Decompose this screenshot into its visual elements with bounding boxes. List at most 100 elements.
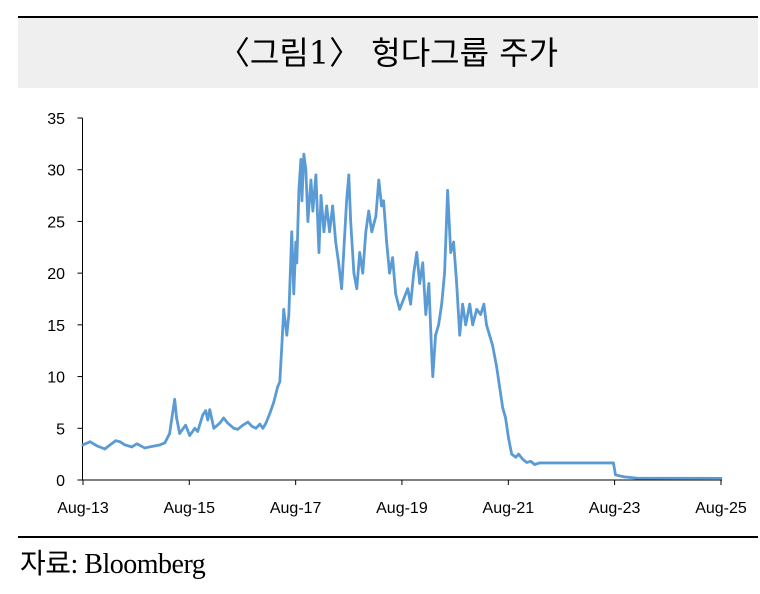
data-point	[431, 375, 435, 378]
data-point	[430, 354, 434, 358]
data-point	[193, 426, 197, 430]
data-point	[421, 261, 425, 265]
data-point	[278, 380, 282, 384]
data-point	[261, 426, 265, 430]
data-point	[297, 189, 301, 192]
data-point	[158, 443, 162, 447]
data-point	[250, 424, 254, 428]
data-point	[347, 173, 351, 177]
data-point	[510, 452, 513, 456]
data-point	[178, 432, 181, 435]
x-tick-label: Aug-21	[483, 500, 535, 517]
data-point	[123, 443, 127, 447]
price-series	[81, 152, 723, 480]
data-point	[464, 323, 467, 327]
data-point	[361, 271, 365, 275]
data-point	[299, 158, 303, 161]
data-point	[424, 313, 428, 316]
x-tick-label: Aug-13	[57, 500, 109, 517]
data-point	[507, 437, 510, 440]
y-tick-label: 30	[47, 163, 65, 180]
data-point	[201, 413, 205, 417]
data-point	[188, 434, 191, 437]
data-point	[402, 297, 405, 301]
y-tick-label: 10	[47, 370, 65, 387]
data-point	[449, 251, 452, 254]
data-point	[380, 204, 383, 208]
data-point	[218, 421, 222, 425]
data-point	[163, 441, 167, 445]
data-point	[206, 418, 210, 422]
data-point	[377, 178, 381, 182]
data-point	[409, 302, 412, 306]
bottom-rule	[18, 536, 758, 538]
data-point	[290, 230, 294, 234]
data-point	[314, 173, 318, 177]
y-tick-label: 15	[47, 318, 65, 335]
data-point	[618, 474, 621, 478]
data-point	[529, 460, 533, 463]
data-point	[285, 333, 289, 337]
data-point	[612, 461, 615, 465]
data-point	[455, 282, 458, 285]
x-tick-label: Aug-15	[163, 500, 215, 517]
data-point	[264, 421, 268, 425]
data-point	[355, 287, 359, 290]
y-tick-label: 35	[47, 111, 65, 128]
data-point	[322, 230, 326, 234]
chart-title: 〈그림1〉 헝다그룹 주가	[217, 34, 559, 72]
data-point	[635, 476, 638, 480]
data-point	[309, 178, 313, 182]
data-point	[358, 251, 362, 254]
data-point	[475, 308, 479, 311]
data-point	[95, 444, 99, 448]
data-point	[452, 240, 455, 244]
data-point	[306, 220, 310, 223]
data-point	[118, 440, 122, 444]
data-point	[504, 416, 507, 420]
data-point	[370, 230, 374, 234]
data-point	[412, 271, 416, 275]
data-point	[391, 256, 394, 259]
data-point	[103, 447, 107, 451]
data-point	[226, 421, 229, 425]
data-point	[212, 426, 216, 430]
data-point	[434, 333, 437, 337]
y-tick-label: 0	[56, 473, 65, 490]
data-point	[204, 409, 208, 413]
data-point	[114, 439, 118, 443]
data-point	[406, 287, 410, 290]
data-point	[488, 333, 491, 337]
data-point	[254, 426, 258, 430]
data-point	[331, 204, 334, 208]
data-point	[482, 302, 486, 306]
data-point	[458, 333, 462, 337]
data-point	[461, 302, 464, 306]
data-point	[241, 423, 245, 427]
data-point	[295, 261, 299, 265]
data-point	[349, 220, 352, 223]
data-point	[385, 240, 388, 244]
data-point	[143, 446, 147, 450]
data-point	[521, 458, 525, 461]
data-point	[471, 323, 474, 327]
data-point	[501, 406, 504, 409]
data-point	[287, 313, 291, 316]
y-axis: 0 5 10 15 20 25 30 35	[47, 111, 83, 490]
title-band: 〈그림1〉 헝다그룹 주가	[18, 18, 758, 88]
x-tick-label: Aug-17	[270, 500, 322, 517]
data-point	[153, 444, 157, 448]
data-point	[81, 443, 85, 447]
x-tick-label: Aug-25	[695, 500, 747, 517]
data-point	[196, 430, 199, 433]
data-point	[427, 282, 431, 285]
data-point	[276, 385, 279, 389]
data-point	[280, 344, 284, 347]
data-point	[440, 302, 443, 306]
data-point	[325, 204, 328, 208]
data-point	[498, 385, 501, 389]
y-tick-label: 25	[47, 214, 65, 231]
data-point	[222, 416, 225, 420]
data-point	[184, 423, 187, 427]
x-tick-label: Aug-23	[589, 500, 641, 517]
